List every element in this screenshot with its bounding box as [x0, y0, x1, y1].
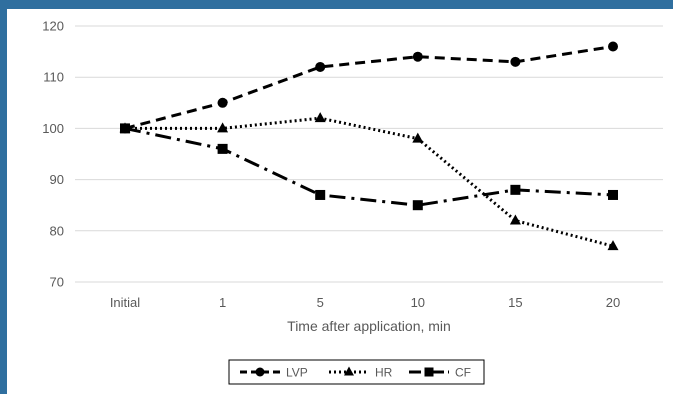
series-line-hr — [125, 116, 614, 248]
series-line-cf — [124, 126, 614, 207]
legend-label-lvp: LVP — [286, 366, 308, 380]
window-left-border — [0, 0, 7, 394]
legend-item-lvp: LVP — [240, 366, 308, 380]
data-point-hr-2 — [314, 112, 326, 123]
data-point-lvp-4 — [510, 56, 521, 67]
legend-marker-hr — [344, 366, 354, 376]
y-tick-label-70: 70 — [50, 275, 64, 290]
data-point-lvp-3 — [412, 51, 423, 62]
data-point-cf-0 — [120, 123, 130, 134]
x-tick-label-4: 15 — [508, 295, 522, 310]
data-point-cf-3 — [412, 200, 423, 211]
data-point-lvp-2 — [315, 61, 326, 72]
y-axis-tick-labels: 70 80 90 100 110 120 — [42, 19, 64, 290]
y-tick-label-100: 100 — [42, 121, 64, 136]
legend-label-hr: HR — [375, 366, 393, 380]
window-top-border — [0, 0, 673, 9]
x-tick-label-3: 10 — [411, 295, 425, 310]
data-point-hr-4 — [509, 214, 521, 225]
legend-item-cf: CF — [409, 366, 471, 380]
x-tick-label-1: 1 — [219, 295, 226, 310]
legend-label-cf: CF — [455, 366, 471, 380]
data-point-cf-2 — [315, 189, 326, 200]
x-tick-label-0: Initial — [110, 295, 140, 310]
data-point-cf-1 — [217, 143, 228, 154]
data-point-lvp-5 — [608, 41, 618, 52]
legend-marker-lvp — [255, 367, 265, 377]
y-tick-label-90: 90 — [50, 172, 64, 187]
x-axis-title: Time after application, min — [287, 318, 451, 334]
legend-marker-cf — [424, 367, 434, 377]
data-point-cf-5 — [608, 189, 618, 200]
legend: LVP HR CF — [228, 359, 485, 385]
data-point-cf-4 — [510, 184, 521, 195]
series-lines — [119, 41, 619, 251]
series-lvp — [120, 41, 618, 134]
legend-item-hr: HR — [329, 366, 393, 380]
x-axis-tick-labels: Initial 1 5 10 15 20 — [110, 295, 620, 310]
series-cf — [120, 123, 618, 211]
series-line-lvp — [124, 44, 614, 130]
x-tick-label-5: 20 — [606, 295, 620, 310]
data-point-hr-3 — [412, 132, 424, 143]
data-point-lvp-1 — [217, 97, 228, 108]
x-tick-label-2: 5 — [317, 295, 324, 310]
y-tick-label-120: 120 — [42, 19, 64, 34]
series-hr — [119, 112, 619, 251]
y-tick-label-110: 110 — [43, 70, 64, 85]
y-tick-label-80: 80 — [50, 223, 64, 238]
data-point-hr-5 — [607, 240, 619, 251]
data-point-hr-1 — [217, 122, 229, 133]
